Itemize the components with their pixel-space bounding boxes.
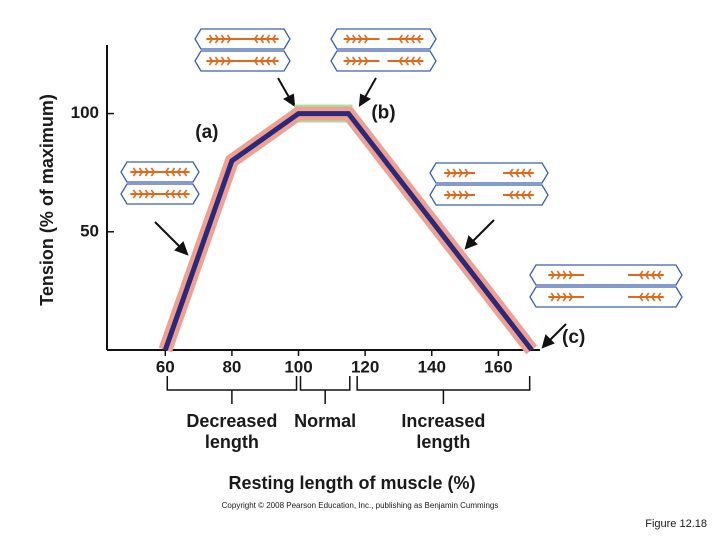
arrow	[277, 77, 291, 100]
cross-bridges	[208, 34, 277, 44]
arrow-head	[464, 235, 478, 250]
line	[162, 111, 534, 352]
arrows	[154, 77, 567, 349]
arrow-head	[541, 334, 555, 349]
sarcomere-icon	[330, 28, 437, 72]
cross-bridges	[345, 34, 422, 44]
annotation: (b)	[371, 103, 395, 124]
line-halo	[158, 106, 538, 355]
sarcomere-icon	[120, 161, 200, 205]
annotation: (a)	[195, 122, 218, 143]
range-label: length	[416, 432, 470, 452]
x-tick-label: 160	[484, 357, 512, 376]
sarcomere-outline	[529, 264, 683, 286]
arrow	[547, 323, 567, 343]
x-tick-label: 60	[156, 357, 175, 376]
copyright: Copyright © 2008 Pearson Education, Inc.…	[222, 501, 499, 510]
arrow	[363, 77, 377, 100]
sarcomere-outline	[330, 50, 437, 72]
range-label: Decreased	[186, 411, 277, 431]
cross-bridges	[208, 56, 277, 66]
sarcomere-icon	[529, 264, 683, 308]
x-tick-label: 140	[418, 357, 446, 376]
y-tick-label: 50	[80, 221, 99, 240]
sarcomere-outline	[529, 286, 683, 308]
y-axis-label: Tension (% of maximum)	[37, 94, 57, 306]
range-bracket	[166, 376, 298, 404]
range-label: Increased	[401, 411, 485, 431]
y-tick-label: 100	[71, 103, 99, 122]
range-bracket	[299, 376, 351, 404]
x-tick-label: 80	[222, 357, 241, 376]
sarcomere-outline	[330, 28, 437, 50]
cross-bridges	[132, 189, 188, 199]
arrow-head	[358, 93, 371, 108]
arrow	[470, 219, 495, 244]
annotation: (c)	[562, 327, 585, 348]
range-bracket	[356, 376, 531, 404]
sarcomere-icon	[429, 162, 549, 206]
arrow-head	[174, 241, 189, 256]
cross-bridges	[345, 56, 422, 66]
cross-bridges	[550, 270, 662, 280]
arrow	[154, 221, 183, 250]
cross-bridges	[132, 167, 188, 177]
sarcomere-icon	[194, 28, 291, 72]
x-axis-label: Resting length of muscle (%)	[228, 473, 475, 493]
x-tick-label: 100	[284, 357, 312, 376]
cross-bridges	[446, 190, 532, 200]
range-label: length	[205, 432, 259, 452]
cross-bridges	[446, 168, 532, 178]
sarcomere-outline	[429, 184, 549, 206]
x-tick-label: 120	[351, 357, 379, 376]
cross-bridges	[550, 292, 662, 302]
range-label: Normal	[294, 411, 356, 431]
figure-label: Figure 12.18	[645, 518, 707, 530]
arrow-head	[283, 93, 296, 108]
sarcomere-outline	[429, 162, 549, 184]
